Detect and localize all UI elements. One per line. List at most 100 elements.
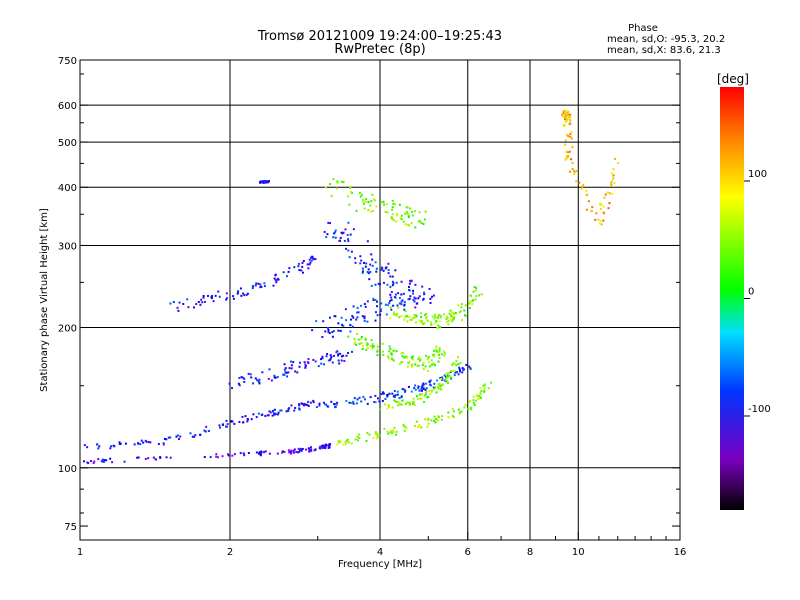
data-point xyxy=(438,356,441,359)
data-point xyxy=(313,449,316,452)
data-point xyxy=(259,283,262,286)
data-point xyxy=(433,419,436,422)
data-point xyxy=(320,362,323,365)
data-point xyxy=(447,382,450,385)
data-point xyxy=(331,335,334,338)
data-point xyxy=(347,335,350,338)
data-point xyxy=(333,403,336,406)
data-point xyxy=(463,406,466,409)
data-point xyxy=(307,447,310,450)
data-point xyxy=(376,345,379,348)
data-point xyxy=(370,200,373,203)
data-point xyxy=(443,350,446,353)
data-point xyxy=(345,247,348,250)
data-point xyxy=(479,387,482,390)
data-point xyxy=(231,454,234,457)
data-point xyxy=(470,408,473,411)
data-point xyxy=(407,285,410,288)
data-point xyxy=(391,275,394,278)
data-point xyxy=(479,393,482,396)
data-point xyxy=(266,180,269,183)
data-point xyxy=(336,182,339,185)
data-point xyxy=(273,374,276,377)
data-point xyxy=(284,367,287,370)
data-point xyxy=(437,360,440,363)
data-point xyxy=(389,347,392,350)
data-point xyxy=(320,358,323,361)
data-point xyxy=(573,170,576,173)
data-point xyxy=(343,239,346,242)
data-point xyxy=(362,395,365,398)
data-point xyxy=(406,320,409,323)
data-point xyxy=(433,349,436,352)
data-point xyxy=(348,401,351,404)
data-point xyxy=(361,270,364,273)
data-point xyxy=(360,304,363,307)
data-point xyxy=(144,458,147,461)
data-point xyxy=(347,238,350,241)
data-point xyxy=(261,371,264,374)
data-point xyxy=(459,310,462,313)
data-point xyxy=(360,335,363,338)
data-point xyxy=(435,391,438,394)
data-point xyxy=(210,295,213,298)
data-point xyxy=(453,315,456,318)
data-point xyxy=(345,400,348,403)
data-point xyxy=(177,309,180,312)
y-tick-label: 400 xyxy=(58,183,77,194)
data-point xyxy=(409,279,412,282)
data-point xyxy=(368,278,371,281)
data-point xyxy=(406,315,409,318)
data-point xyxy=(454,312,457,315)
data-point xyxy=(336,443,339,446)
data-point xyxy=(443,379,446,382)
data-point xyxy=(469,406,472,409)
data-point xyxy=(366,300,369,303)
data-point xyxy=(408,318,411,321)
data-point xyxy=(258,451,261,454)
data-point xyxy=(366,347,369,350)
data-point xyxy=(326,327,329,330)
data-point xyxy=(398,296,401,299)
data-point xyxy=(433,353,436,356)
data-point xyxy=(288,367,291,370)
data-point xyxy=(420,388,423,391)
data-point xyxy=(312,399,315,402)
data-point xyxy=(195,303,198,306)
data-point xyxy=(467,408,470,411)
data-point xyxy=(328,332,331,335)
data-point xyxy=(269,411,272,414)
data-point xyxy=(176,434,179,437)
data-point xyxy=(378,434,381,437)
data-point xyxy=(458,411,461,414)
data-point xyxy=(395,350,398,353)
data-point xyxy=(332,178,335,181)
data-point xyxy=(383,281,386,284)
data-point xyxy=(407,385,410,388)
data-point xyxy=(364,305,367,308)
data-point xyxy=(292,449,295,452)
data-point xyxy=(369,271,372,274)
data-point xyxy=(436,379,439,382)
data-point xyxy=(433,382,436,385)
data-point xyxy=(436,327,439,330)
data-point xyxy=(300,449,303,452)
data-point xyxy=(477,394,480,397)
data-point xyxy=(314,448,317,451)
data-point xyxy=(457,304,460,307)
data-point xyxy=(348,203,351,206)
data-point xyxy=(337,322,340,325)
data-point xyxy=(374,319,377,322)
data-point xyxy=(410,280,413,283)
data-point xyxy=(203,429,206,432)
data-point xyxy=(424,388,427,391)
data-point xyxy=(423,322,426,325)
data-point xyxy=(568,150,571,153)
data-point xyxy=(194,434,197,437)
data-point xyxy=(363,207,366,210)
data-point xyxy=(384,210,387,213)
data-point xyxy=(327,331,330,334)
data-point xyxy=(391,280,394,283)
data-point xyxy=(372,437,375,440)
data-point xyxy=(569,170,572,173)
